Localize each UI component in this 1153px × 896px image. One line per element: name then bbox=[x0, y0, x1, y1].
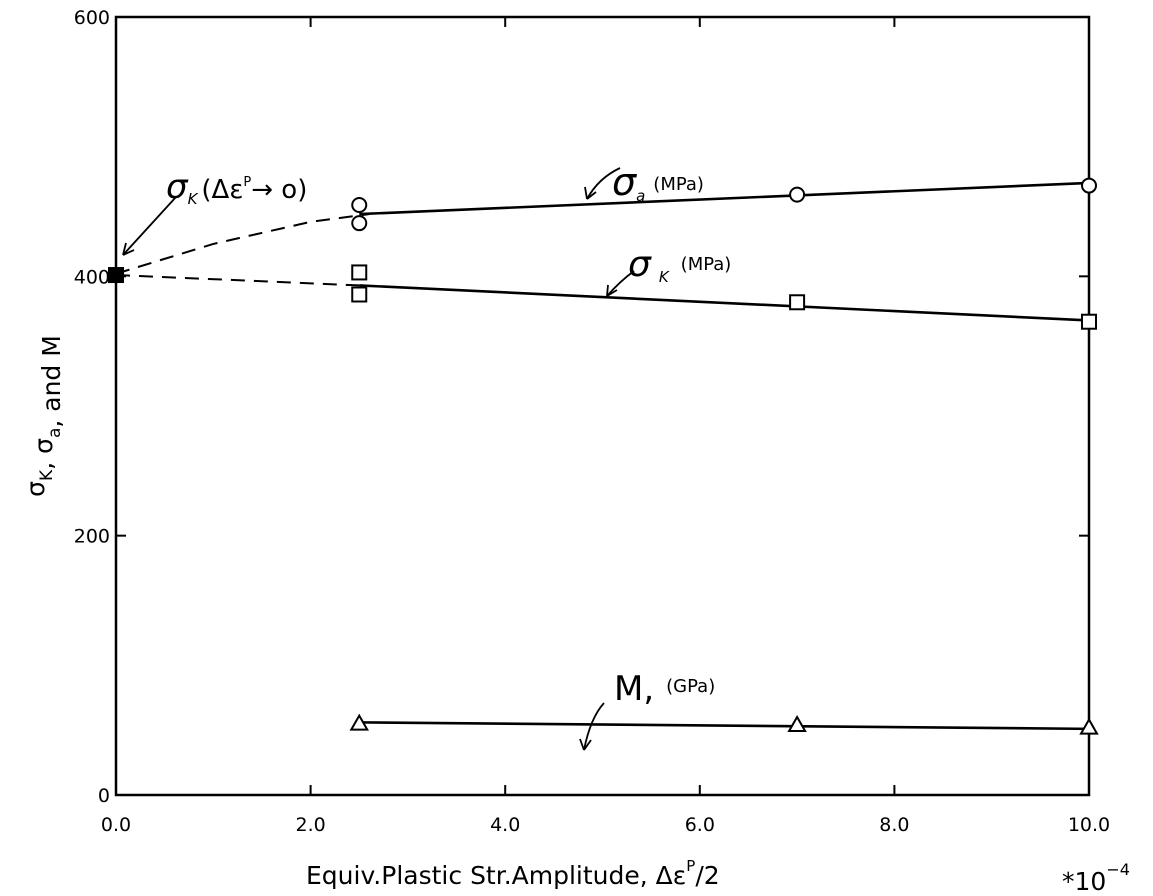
square-marker bbox=[351, 264, 368, 281]
x-axis-ticks bbox=[115, 17, 1090, 795]
x-tick-label: 4.0 bbox=[490, 814, 520, 836]
x-tick-label: 6.0 bbox=[685, 814, 715, 836]
svg-text:M,(GPa): M, (GPa) bbox=[614, 669, 715, 709]
triangle-marker bbox=[349, 713, 369, 731]
y-axis-label-subscript: K bbox=[37, 469, 57, 481]
annotation-limit-subscript: K bbox=[188, 190, 199, 208]
fit-lines bbox=[115, 181, 1090, 731]
square-marker bbox=[1081, 313, 1097, 330]
annotation-m-arrow bbox=[583, 702, 605, 751]
x-multiplier-base: *10 bbox=[1062, 867, 1106, 896]
series-1-fit-dashed bbox=[115, 274, 360, 287]
y-tick-label: 400 bbox=[74, 266, 110, 288]
svg-text:σa(MPa): σa (MPa) bbox=[612, 160, 704, 205]
annotation-sigma-k-symbol: σ bbox=[628, 244, 652, 285]
svg-text:σK(ΔεP→ o): σK (ΔεP→ o) bbox=[166, 167, 307, 208]
series-0-fit-dashed bbox=[115, 213, 370, 275]
annotation-sigma-a-arrow bbox=[586, 167, 621, 200]
x-tick-label: 2.0 bbox=[295, 814, 325, 836]
annotation-m: M, (GPa) bbox=[579, 669, 715, 751]
annotation-limit-symbol: σ bbox=[166, 167, 189, 207]
annotation-sigma-k-arrowhead bbox=[606, 284, 618, 297]
annotation-sigma-a-arrowhead bbox=[584, 186, 597, 200]
annotation-m-symbol: M, bbox=[614, 669, 654, 709]
filled-square-marker bbox=[108, 267, 124, 284]
y-axis-label-part: , σ bbox=[29, 438, 58, 470]
annotation-sigma-a-symbol: σ bbox=[612, 160, 638, 204]
y-axis-tick-labels: 0 200 400 600 bbox=[74, 7, 110, 807]
svg-text:σK(MPa): σ K (MPa) bbox=[628, 244, 731, 286]
annotation-limit-superscript: P bbox=[243, 175, 251, 190]
circle-marker bbox=[351, 215, 368, 232]
y-axis-label: σK, σa, and M bbox=[21, 335, 66, 497]
x-axis-label-main: Equiv.Plastic Str.Amplitude, Δε bbox=[306, 861, 686, 890]
plot-frame bbox=[114, 15, 1091, 797]
x-multiplier-exponent: −4 bbox=[1106, 860, 1130, 879]
y-axis-ticks bbox=[116, 16, 1089, 796]
triangle-marker bbox=[1079, 717, 1099, 735]
y-axis-label-part: σ bbox=[21, 481, 50, 497]
annotation-sigma-k: σ K (MPa) bbox=[606, 244, 731, 297]
data-markers bbox=[108, 177, 1099, 735]
circle-marker bbox=[1081, 177, 1097, 194]
annotation-limit-arrowhead bbox=[122, 242, 135, 256]
annotation-sigma-a-subscript: a bbox=[636, 187, 645, 205]
y-tick-label: 600 bbox=[74, 7, 110, 29]
annotation-sigma-a: σa (MPa) bbox=[584, 160, 704, 205]
y-axis-label-part: , and M bbox=[37, 335, 66, 427]
x-axis-tick-labels: 0.0 2.0 4.0 6.0 8.0 10.0 bbox=[101, 814, 1110, 836]
circle-marker bbox=[789, 186, 806, 203]
annotation-sigma-k-limit: σK (ΔεP→ o) bbox=[122, 167, 307, 256]
series-2-fit-solid bbox=[359, 721, 1090, 731]
triangle-marker bbox=[787, 714, 807, 732]
x-axis-label: Equiv.Plastic Str.Amplitude, ΔεP/2 bbox=[306, 857, 720, 890]
x-tick-label: 10.0 bbox=[1068, 814, 1110, 836]
annotation-m-arrowhead bbox=[579, 738, 592, 751]
series-1-fit-solid bbox=[359, 284, 1090, 322]
square-marker bbox=[789, 294, 806, 311]
y-axis-label-subscript: a bbox=[45, 428, 65, 438]
y-tick-label: 0 bbox=[98, 785, 110, 807]
annotation-sigma-k-unit: (MPa) bbox=[681, 254, 732, 275]
x-axis-multiplier: *10−4 bbox=[1062, 860, 1130, 896]
annotation-limit-tail: → o) bbox=[251, 175, 307, 205]
annotation-m-unit: (GPa) bbox=[666, 676, 715, 697]
annotation-sigma-k-subscript: K bbox=[659, 268, 670, 286]
circle-marker bbox=[351, 197, 368, 214]
annotation-limit-unit: (Δε bbox=[201, 175, 243, 205]
annotation-sigma-a-unit: (MPa) bbox=[653, 174, 704, 195]
series-0-fit-solid bbox=[359, 181, 1090, 216]
annotation-limit-arrow bbox=[122, 196, 177, 256]
square-marker bbox=[351, 286, 368, 303]
x-axis-label-superscript: P bbox=[686, 857, 695, 875]
y-tick-label: 200 bbox=[74, 526, 110, 548]
x-axis-label-suffix: /2 bbox=[695, 861, 719, 890]
x-tick-label: 0.0 bbox=[101, 814, 131, 836]
x-tick-label: 8.0 bbox=[879, 814, 909, 836]
